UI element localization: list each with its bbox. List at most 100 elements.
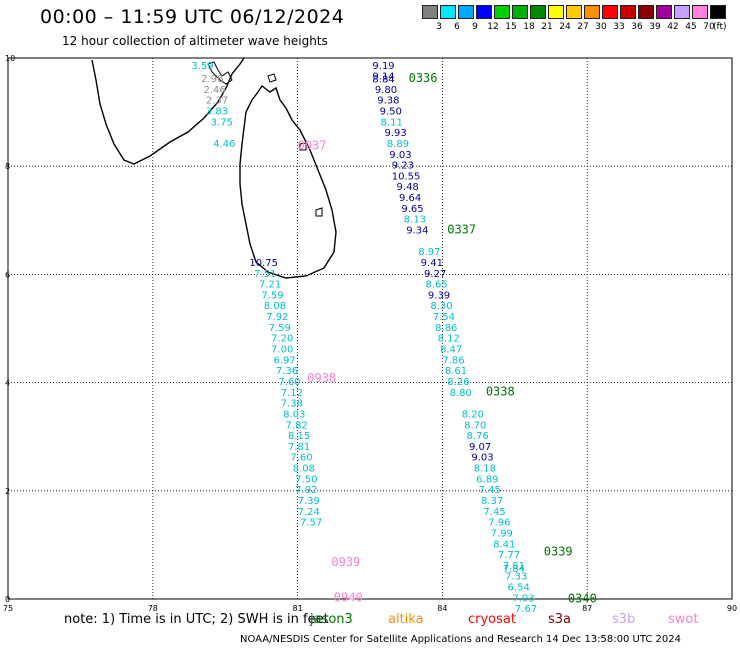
wave-height-value: 9.39	[428, 290, 450, 301]
legend-label: 15	[505, 22, 517, 32]
wave-height-value: 4.46	[213, 139, 235, 150]
wave-height-value: 8.37	[481, 496, 503, 507]
wave-height-value: 8.86	[435, 323, 457, 334]
pass-time-label: 0338	[486, 385, 515, 399]
wave-height-value: 7.39	[298, 496, 320, 507]
wave-height-value: 7.67	[515, 604, 537, 615]
wave-height-value: 7.03	[512, 593, 534, 604]
legend-swatch	[530, 5, 546, 19]
wave-height-value: 2.96	[201, 74, 223, 85]
wave-height-value: 9.65	[401, 204, 423, 215]
legend-label: 36	[631, 22, 643, 32]
wave-height-value: 10.55	[392, 171, 421, 182]
wave-height-value: 8.80	[450, 388, 472, 399]
wave-height-value: 8.41	[493, 539, 515, 550]
wave-height-value: 7.57	[300, 518, 322, 529]
wave-height-value: 7.36	[276, 366, 298, 377]
palk-strait-islands	[207, 61, 233, 85]
pass-time-label: 0939	[331, 555, 360, 569]
wave-height-value: 7.92	[295, 485, 317, 496]
wave-height-value: 7.81	[503, 561, 525, 572]
wave-height-value: 6.89	[476, 474, 498, 485]
legend-label: 33	[613, 22, 625, 32]
legend-label: 39	[649, 22, 661, 32]
wave-height-value: 7.33	[505, 572, 527, 583]
wave-height-value: 7.45	[483, 507, 505, 518]
wave-height-value: 8.65	[426, 280, 448, 291]
legend-swatch	[494, 5, 510, 19]
wave-height-value: 9.41	[421, 258, 443, 269]
y-tick-label: 10	[5, 54, 15, 63]
y-tick-label: 0	[5, 595, 10, 604]
footer-credit: NOAA/NESDIS Center for Satellite Applica…	[240, 634, 682, 645]
wave-height-value: 9.19	[372, 61, 394, 72]
legend-label: 12	[487, 22, 499, 32]
wave-height-value: 8.12	[438, 334, 460, 345]
wave-height-value: 7.81	[288, 442, 310, 453]
map-title: 00:00 – 11:59 UTC 06/12/2024	[40, 6, 345, 28]
wave-height-value: 8.70	[464, 420, 486, 431]
x-tick-label: 87	[582, 604, 592, 613]
legend-label: 27	[577, 22, 589, 32]
wave-height-value: 8.89	[387, 139, 409, 150]
legend-swatch	[512, 5, 528, 19]
wave-height-value: 6.97	[273, 355, 295, 366]
wave-height-value: 2.46	[203, 85, 225, 96]
wave-height-value: 6.54	[508, 583, 530, 594]
legend-swatch	[476, 5, 492, 19]
pass-time-label: 0337	[447, 222, 476, 236]
legend-label: 3	[436, 22, 442, 32]
wave-height-value: 7.60	[278, 377, 300, 388]
wave-height-value: 7.12	[281, 388, 303, 399]
satellite-label-swot: swot	[668, 612, 699, 627]
wave-height-value: 9.34	[406, 225, 428, 236]
india-coastline	[91, 57, 245, 165]
wave-height-value: 8.61	[445, 366, 467, 377]
wave-height-value: 7.45	[479, 485, 501, 496]
wave-height-value: 9.03	[471, 453, 493, 464]
pass-time-label: 0937	[298, 139, 327, 153]
wave-height-value: 8.20	[462, 409, 484, 420]
wave-height-value: 3.59	[191, 61, 213, 72]
legend-swatch	[422, 5, 438, 19]
pass-time-label: 0340	[568, 591, 597, 605]
observations: 9.199.148.849.809.389.508.119.938.899.03…	[191, 61, 537, 615]
legend-swatch	[674, 5, 690, 19]
satellite-label-s3a: s3a	[548, 612, 572, 627]
x-tick-label: 81	[293, 604, 303, 613]
wave-height-value: 8.13	[404, 215, 426, 226]
wave-height-value: 7.51	[254, 269, 276, 280]
wave-height-value: 3.83	[206, 106, 228, 117]
x-tick-label: 84	[437, 604, 447, 613]
wave-height-value: 7.00	[271, 345, 293, 356]
satellite-label-cryosat: cryosat	[468, 612, 516, 627]
wave-height-value: 7.99	[491, 528, 513, 539]
wave-height-value: 7.86	[442, 355, 464, 366]
wave-height-value: 8.47	[440, 345, 462, 356]
wave-height-value: 8.08	[264, 301, 286, 312]
wave-height-value: 7.92	[266, 312, 288, 323]
wave-height-value: 7.50	[295, 474, 317, 485]
wave-height-value: 7.60	[290, 453, 312, 464]
legend-swatch	[566, 5, 582, 19]
x-tick-label: 75	[3, 604, 13, 613]
wave-height-value: 9.07	[469, 442, 491, 453]
wave-height-value: 8.84	[372, 75, 394, 86]
legend-swatch	[638, 5, 654, 19]
wave-height-value: 7.21	[259, 280, 281, 291]
x-tick-label: 90	[727, 604, 737, 613]
legend-swatch	[458, 5, 474, 19]
wave-height-value: 8.15	[288, 431, 310, 442]
map-frame	[7, 57, 733, 600]
legend-label: 70	[703, 22, 715, 32]
coastline	[91, 57, 337, 279]
wave-height-value: 9.80	[375, 85, 397, 96]
legend-label: 24	[559, 22, 571, 32]
wave-height-value: 3.75	[211, 117, 233, 128]
time-labels: 0336 0337 0338 0339 0340 0937 0938 0939 0940	[298, 71, 597, 605]
wave-height-value: 9.27	[424, 269, 446, 280]
wave-height-value: 7.24	[298, 507, 320, 518]
legend-swatch	[584, 5, 600, 19]
legend-swatch	[692, 5, 708, 19]
wave-height-value: 8.76	[467, 431, 489, 442]
